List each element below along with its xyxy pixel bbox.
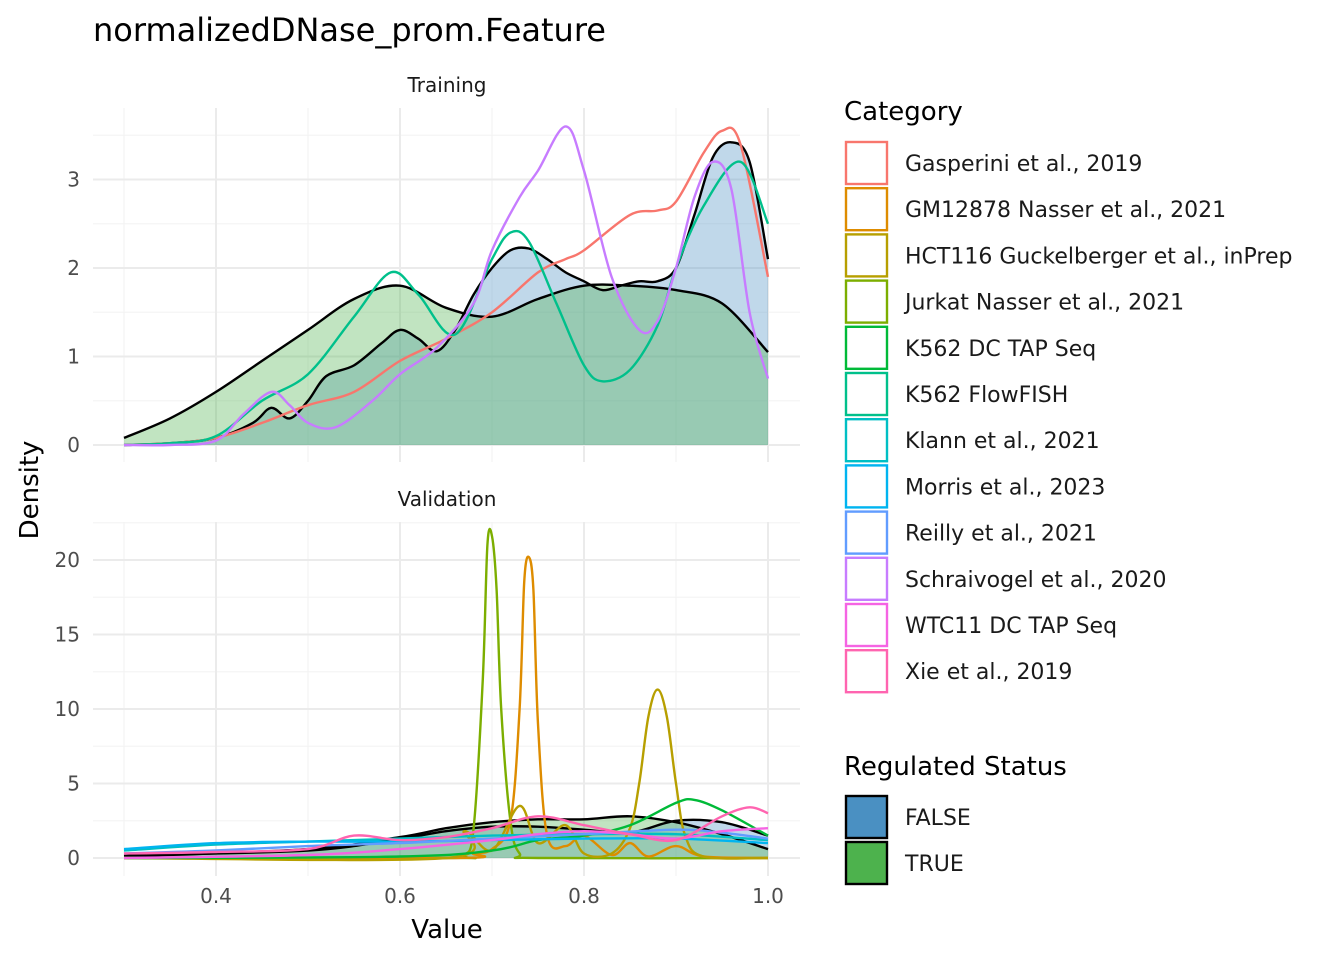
legend-label-klann-et-al-2021: Klann et al., 2021	[905, 429, 1100, 454]
panel-strip-validation: Validation	[398, 487, 497, 511]
legend-key-gasperini-et-al-2019	[844, 140, 889, 186]
y-tick-label: 2	[67, 256, 80, 280]
legend-key-true	[844, 840, 889, 886]
legend-label-false: FALSE	[905, 806, 971, 831]
category-legend: Category Gasperini et al., 2019 GM12878 N…	[844, 97, 1292, 694]
legend-label-k562-flowfish: K562 FlowFISH	[905, 383, 1068, 408]
x-tick-label: 1.0	[752, 884, 784, 908]
legend-key-gm12878-nasser-et-al-2021	[844, 186, 889, 232]
regulated-status-legend: Regulated Status FALSE TRUE	[844, 752, 1067, 886]
legend-key-jurkat-nasser-et-al-2021	[844, 279, 889, 324]
y-axis-title: Density	[15, 441, 45, 540]
y-tick-label: 0	[67, 846, 80, 870]
legend-label-schraivogel-et-al-2020: Schraivogel et al., 2020	[905, 568, 1166, 593]
density-line-xie-et-al-2019	[123, 806, 769, 855]
y-tick-label: 20	[55, 548, 80, 572]
legend-label-true: TRUE	[904, 852, 964, 877]
validation-panel: 0 5 10 15 20	[55, 522, 800, 876]
legend-key-xie-et-al-2019	[844, 649, 889, 694]
y-tick-label: 3	[67, 168, 80, 192]
legend-key-k562-flowfish	[844, 371, 889, 417]
density-line-schraivogel-et-al-2020	[123, 125, 770, 447]
legend-key-hct116-guckelberger-et-al-inprep	[844, 233, 889, 278]
x-axis-title: Value	[411, 915, 482, 945]
legend-key-schraivogel-et-al-2020	[844, 556, 889, 601]
y-tick-label: 15	[55, 623, 80, 647]
chart-title: normalizedDNase_prom.Feature	[93, 11, 606, 49]
panel-strip-training: Training	[407, 73, 487, 97]
legend-label-jurkat-nasser-et-al-2021: Jurkat Nasser et al., 2021	[903, 291, 1184, 316]
legend-label-gasperini-et-al-2019: Gasperini et al., 2019	[905, 152, 1142, 177]
density-area-false	[124, 819, 768, 858]
category-legend-title: Category	[844, 97, 963, 127]
legend-label-gm12878-nasser-et-al-2021: GM12878 Nasser et al., 2021	[905, 198, 1226, 223]
legend-label-morris-et-al-2023: Morris et al., 2023	[905, 475, 1105, 500]
density-area-true	[124, 284, 768, 445]
y-tick-label: 10	[55, 697, 80, 721]
legend-key-false	[844, 794, 889, 840]
regulated-status-legend-title: Regulated Status	[844, 752, 1067, 782]
x-axis: 0.4 0.6 0.8 1.0	[200, 884, 784, 908]
legend-label-wtc11-dc-tap-seq: WTC11 DC TAP Seq	[905, 614, 1117, 639]
legend-key-reilly-et-al-2021	[844, 510, 889, 555]
x-tick-label: 0.8	[568, 884, 600, 908]
density-line-hct116-guckelberger-et-al-inprep	[123, 688, 769, 862]
legend-key-wtc11-dc-tap-seq	[844, 602, 889, 648]
x-tick-label: 0.4	[200, 884, 232, 908]
density-area-false	[124, 142, 768, 445]
legend-key-morris-et-al-2023	[844, 464, 889, 509]
legend-label-reilly-et-al-2021: Reilly et al., 2021	[905, 522, 1097, 547]
density-line-gm12878-nasser-et-al-2021	[123, 555, 769, 860]
legend-key-klann-et-al-2021	[844, 418, 889, 463]
density-outline-true	[123, 283, 769, 440]
density-line-wtc11-dc-tap-seq	[123, 827, 769, 860]
legend-label-hct116-guckelberger-et-al-inprep: HCT116 Guckelberger et al., inPrep	[905, 244, 1292, 269]
density-line-k562-dc-tap-seq	[123, 797, 769, 860]
legend-label-k562-dc-tap-seq: K562 DC TAP Seq	[905, 337, 1096, 362]
training-panel: 0 1 2 3	[67, 108, 800, 462]
legend-label-xie-et-al-2019: Xie et al., 2019	[905, 660, 1072, 685]
legend-key-k562-dc-tap-seq	[844, 325, 889, 370]
y-tick-label: 0	[67, 433, 80, 457]
x-tick-label: 0.6	[384, 884, 416, 908]
y-tick-label: 1	[67, 345, 80, 369]
y-tick-label: 5	[67, 772, 80, 796]
density-line-jurkat-nasser-et-al-2021	[123, 527, 769, 860]
